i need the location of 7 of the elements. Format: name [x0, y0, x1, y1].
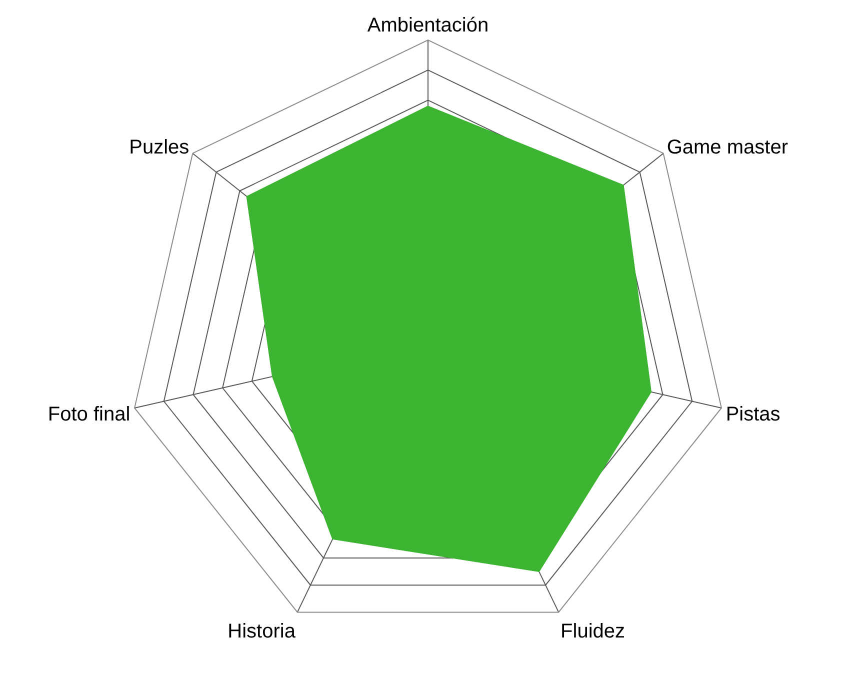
spoke-label: Pistas: [726, 403, 780, 426]
spoke-label: Puzles: [129, 136, 190, 159]
spoke-label: Ambientación: [367, 14, 489, 36]
spoke-label: Historia: [228, 620, 296, 642]
spoke-label: Game master: [666, 136, 788, 159]
spoke-label: Foto final: [48, 403, 130, 426]
spoke-label: Fluidez: [560, 620, 626, 642]
